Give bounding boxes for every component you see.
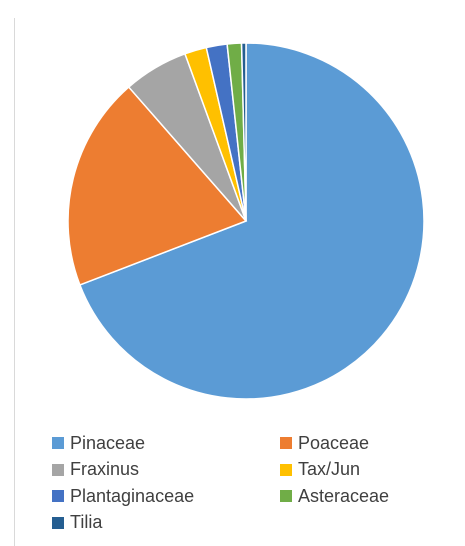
pie-chart	[67, 42, 425, 400]
legend-swatch	[280, 463, 292, 476]
pie-slice-tilia	[240, 42, 247, 222]
legend-label: Tax/Jun	[298, 459, 361, 479]
legend-item: Asteraceae	[280, 485, 389, 507]
legend-item: Plantaginaceae	[52, 485, 194, 507]
legend-swatch	[52, 516, 64, 529]
legend-item: Poaceae	[280, 432, 369, 454]
legend-swatch	[52, 463, 64, 476]
pie-slice-poaceae	[67, 85, 248, 286]
legend-item: Tax/Jun	[280, 459, 360, 481]
legend-swatch	[280, 437, 292, 449]
legend-item: Fraxinus	[52, 459, 139, 481]
legend-label: Pinaceae	[70, 432, 146, 453]
legend-label: Poaceae	[298, 432, 370, 453]
legend-swatch	[52, 437, 64, 449]
legend-label: Fraxinus	[70, 459, 140, 479]
legend-label: Plantaginaceae	[70, 485, 195, 506]
legend-label: Tilia	[70, 512, 103, 532]
pie-slice-pinaceae	[78, 42, 425, 400]
chart-frame-border	[14, 18, 15, 546]
legend-swatch	[280, 490, 292, 502]
legend-item: Pinaceae	[52, 432, 145, 454]
legend-label: Asteraceae	[298, 485, 390, 506]
legend-item: Tilia	[52, 512, 102, 534]
legend-swatch	[52, 490, 64, 502]
